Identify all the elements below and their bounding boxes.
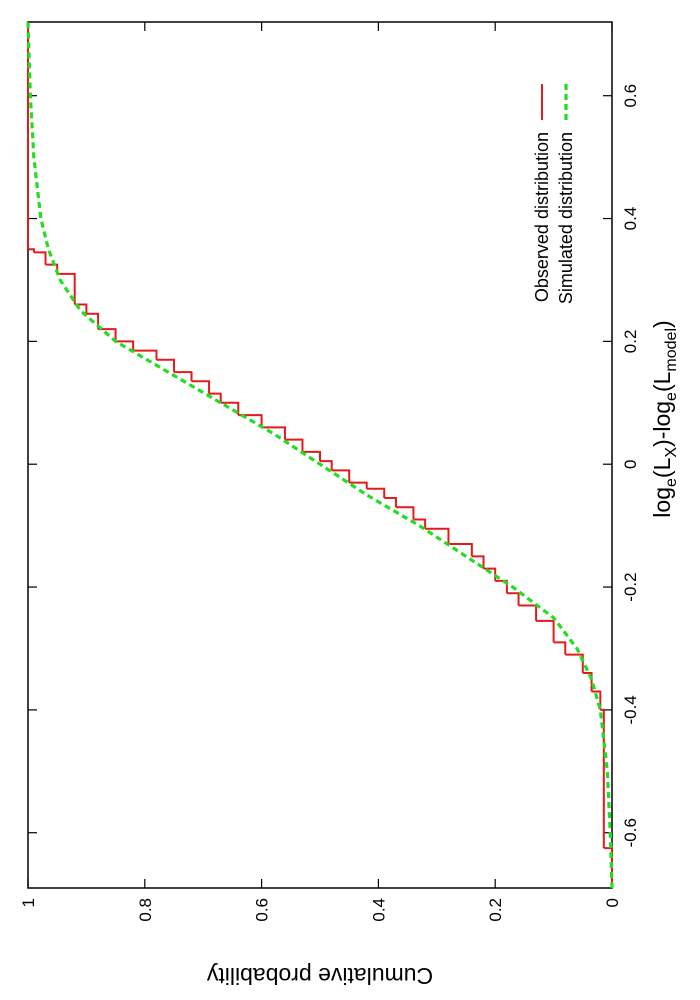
observed-step [366,487,386,498]
observed-step [384,496,397,508]
observed-step [600,708,605,849]
observed-step [115,340,135,351]
observed-step [471,555,485,569]
legend-label: Simulated distribution [556,132,576,304]
x-axis-label-part: )-log [649,401,675,447]
observed-step [86,312,100,330]
observed-step [284,438,304,452]
observed-step [395,506,415,520]
observed-step [302,450,321,462]
y-tick-label: 0 [603,898,622,907]
observed-step [506,592,520,606]
observed-step [425,527,450,545]
observed-step [413,518,427,529]
plot-frame [27,21,613,889]
observed-step [518,604,538,621]
observed-step [591,690,602,710]
y-tick-label: 0.8 [136,898,155,922]
x-axis-label-part: (L [649,371,675,392]
observed-step [98,328,117,342]
observed-step [220,401,240,416]
observed-step [349,481,368,489]
observed-step [45,263,59,274]
rotated-plot: -0.6 -0.4 -0.2 0 0.2 0.4 0.6 0 0.2 0.4 0.6 0.8 1 Cumu… [19,21,680,989]
x-tick-label: -0.4 [621,695,640,724]
observed-step [320,460,333,471]
x-axis-label: loge(LX)-loge(Lmodel) [649,320,680,517]
observed-step [191,380,211,394]
observed-step [331,469,351,483]
x-axis-label-part: (L [649,457,675,478]
x-axis-label-subscript: model [663,328,680,372]
y-tick-label: 0.4 [369,898,388,922]
y-tick-label: 0.6 [253,898,272,922]
y-tick-label: 0.2 [486,898,505,922]
observed-step [261,426,286,440]
observed-step [553,641,567,655]
legend-label: Observed distribution [532,132,552,302]
observed-step [448,543,473,557]
simulated-line [26,21,614,889]
x-axis-label-subscript: e [663,392,680,401]
observed-step [156,358,175,373]
x-tick-label: 0.6 [621,84,640,108]
observed-step [209,392,222,403]
y-axis-label: Cumulative probability [206,963,433,989]
observed-step [28,248,35,253]
observed-step [57,272,76,305]
observed-step [174,371,193,382]
observed-step [536,619,555,643]
observed-step [33,251,47,265]
x-tick-label: 0 [621,459,640,468]
x-axis-label-subscript: e [663,478,680,487]
x-tick-label: 0.4 [621,207,640,231]
observed-step [495,579,508,594]
y-tick-label: 1 [19,898,38,907]
x-axis-label-part: log [649,487,675,518]
observed-step [133,349,158,360]
observed-step [74,303,88,314]
x-tick-label: -0.6 [621,818,640,847]
observed-step [582,672,593,692]
observed-step [565,653,584,674]
x-tick-label: -0.2 [621,572,640,601]
observed-step [238,414,263,428]
x-tick-label: 0.2 [621,330,640,354]
x-axis-label-subscript: X [663,447,680,458]
x-axis-label-part: ) [649,320,675,328]
